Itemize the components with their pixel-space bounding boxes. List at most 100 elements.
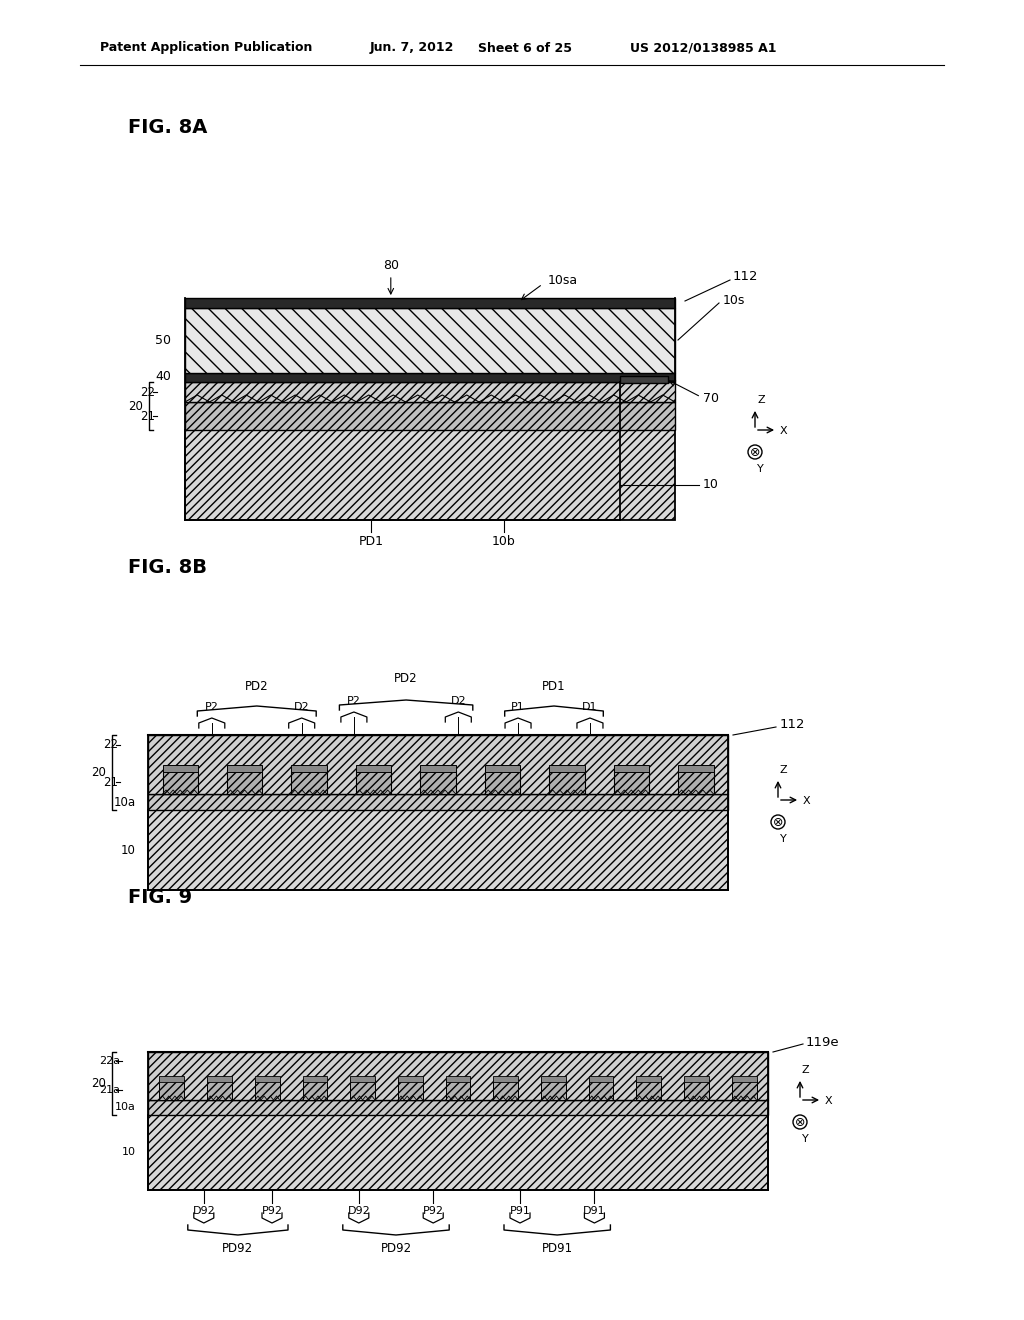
Text: 22a: 22a [99, 1056, 120, 1067]
Bar [445, 1076, 470, 1082]
Bar [148, 1100, 768, 1115]
Text: Y: Y [757, 465, 764, 474]
Text: P2: P2 [205, 702, 219, 711]
Bar [678, 770, 714, 795]
Bar [148, 810, 728, 890]
Bar [484, 770, 520, 795]
Bar [541, 1076, 566, 1082]
Text: 10: 10 [703, 479, 719, 491]
Bar [398, 1080, 423, 1100]
Bar [732, 1080, 757, 1100]
Text: D91: D91 [583, 1206, 606, 1216]
Text: X: X [803, 796, 811, 807]
Bar [549, 766, 585, 772]
Text: 10s: 10s [723, 293, 745, 306]
Bar [494, 1080, 518, 1100]
Text: 10: 10 [122, 1147, 136, 1158]
Text: P91: P91 [510, 1206, 530, 1216]
Bar [613, 766, 649, 772]
Bar [420, 770, 456, 795]
Text: 21a: 21a [99, 1085, 120, 1096]
Text: 40: 40 [155, 371, 171, 384]
Text: 10a: 10a [114, 796, 136, 808]
Text: Jun. 7, 2012: Jun. 7, 2012 [370, 41, 455, 54]
Bar [148, 735, 728, 795]
Bar [302, 1080, 328, 1100]
Bar [227, 766, 262, 772]
Text: 21: 21 [140, 409, 155, 422]
Text: FIG. 8A: FIG. 8A [128, 117, 208, 137]
Text: Z: Z [757, 395, 765, 405]
Text: Y: Y [780, 834, 786, 843]
Bar [636, 1076, 662, 1082]
Bar [185, 381, 675, 403]
Bar [620, 376, 668, 383]
Bar [292, 770, 327, 795]
Text: FIG. 8B: FIG. 8B [128, 558, 207, 577]
Text: PD2: PD2 [394, 672, 418, 685]
Bar [350, 1076, 375, 1082]
Text: P92: P92 [261, 1206, 283, 1216]
Bar [684, 1076, 709, 1082]
Text: 22: 22 [103, 738, 118, 751]
Bar [355, 770, 391, 795]
Text: ⊗: ⊗ [795, 1115, 805, 1129]
Bar [185, 308, 675, 374]
Text: D92: D92 [193, 1206, 215, 1216]
Text: P1: P1 [511, 702, 525, 711]
Bar [163, 770, 198, 795]
Text: Y: Y [802, 1134, 809, 1144]
Text: 21: 21 [103, 776, 118, 788]
Bar [255, 1076, 280, 1082]
Text: D1: D1 [583, 702, 598, 711]
Text: 112: 112 [780, 718, 806, 731]
Bar [185, 403, 675, 430]
Bar [185, 308, 675, 374]
Bar [207, 1080, 232, 1100]
Bar [160, 1076, 184, 1082]
Text: 50: 50 [155, 334, 171, 346]
Bar [148, 1115, 768, 1191]
Bar [302, 1076, 328, 1082]
Bar [494, 1076, 518, 1082]
Bar [589, 1080, 613, 1100]
Bar [227, 770, 262, 795]
Bar [185, 374, 675, 381]
Bar [160, 1080, 184, 1100]
Bar [255, 1080, 280, 1100]
Bar [589, 1076, 613, 1082]
Text: 20: 20 [91, 766, 106, 779]
Bar [207, 1076, 232, 1082]
Text: Z: Z [780, 766, 787, 775]
Text: PD1: PD1 [542, 680, 566, 693]
Bar [613, 770, 649, 795]
Text: Z: Z [802, 1065, 810, 1074]
Text: 112: 112 [733, 269, 759, 282]
Text: 20: 20 [128, 400, 143, 412]
Text: PD92: PD92 [222, 1242, 254, 1255]
Bar [684, 1080, 709, 1100]
Bar [549, 770, 585, 795]
Text: PD92: PD92 [381, 1242, 412, 1255]
Bar [185, 430, 675, 520]
Text: 10b: 10b [492, 535, 515, 548]
Bar [732, 1076, 757, 1082]
Text: 20: 20 [91, 1077, 106, 1090]
Text: D2: D2 [451, 696, 466, 706]
Bar [355, 766, 391, 772]
Bar [292, 766, 327, 772]
Bar [678, 766, 714, 772]
Text: Patent Application Publication: Patent Application Publication [100, 41, 312, 54]
Text: PD1: PD1 [358, 535, 384, 548]
Text: US 2012/0138985 A1: US 2012/0138985 A1 [630, 41, 776, 54]
Bar [484, 766, 520, 772]
Text: P2: P2 [347, 696, 360, 706]
Bar [398, 1076, 423, 1082]
Text: Sheet 6 of 25: Sheet 6 of 25 [478, 41, 572, 54]
Text: 70: 70 [703, 392, 719, 404]
Text: 22: 22 [140, 385, 155, 399]
Text: 119e: 119e [806, 1035, 840, 1048]
Bar [148, 1052, 768, 1100]
Text: 10sa: 10sa [548, 273, 578, 286]
Text: ⊗: ⊗ [750, 446, 760, 458]
